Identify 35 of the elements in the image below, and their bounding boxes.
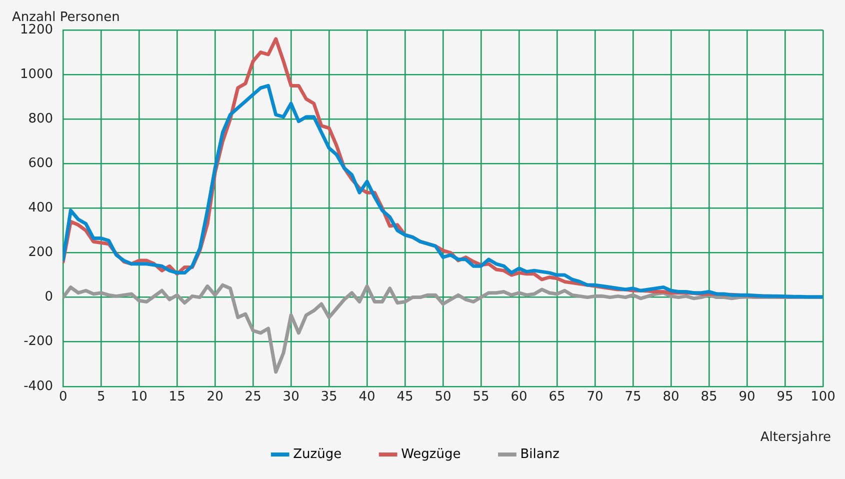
- y-tick-label: 400: [28, 200, 54, 216]
- y-tick-label: 800: [28, 111, 54, 126]
- x-tick-label: 65: [548, 390, 566, 405]
- x-tick-label: 5: [96, 390, 106, 405]
- x-tick-label: 35: [320, 390, 338, 405]
- x-tick-label: 25: [244, 390, 262, 405]
- x-tick-label: 20: [206, 390, 224, 405]
- x-tick-label: 40: [358, 390, 376, 405]
- y-tick-label: -400: [24, 378, 54, 394]
- x-tick-label: 100: [810, 390, 836, 405]
- y-tick-label: -200: [24, 334, 54, 350]
- x-tick-label: 75: [624, 390, 642, 405]
- y-tick-label: 1200: [20, 22, 54, 38]
- y-axis-title: Anzahl Personen: [12, 10, 120, 25]
- x-tick-label: 0: [58, 390, 68, 405]
- x-tick-label: 85: [700, 390, 718, 405]
- x-tick-label: 30: [282, 390, 300, 405]
- x-tick-label: 50: [434, 390, 452, 405]
- x-tick-label: 45: [396, 390, 414, 405]
- legend-label: Bilanz: [520, 446, 560, 462]
- x-tick-label: 95: [776, 390, 794, 405]
- y-tick-label: 0: [44, 290, 54, 305]
- x-axis-title: Altersjahre: [760, 430, 831, 445]
- x-tick-label: 10: [130, 390, 148, 405]
- x-tick-label: 90: [738, 390, 756, 405]
- y-tick-label: 600: [28, 156, 54, 172]
- x-tick-label: 60: [510, 390, 528, 405]
- legend-label: Zuzüge: [293, 446, 342, 462]
- legend-label: Wegzüge: [401, 446, 461, 462]
- x-tick-label: 15: [168, 390, 186, 405]
- y-tick-label: 1000: [20, 66, 54, 82]
- x-tick-label: 70: [586, 390, 604, 405]
- x-tick-label: 80: [662, 390, 680, 405]
- y-tick-label: 200: [28, 245, 54, 260]
- x-tick-label: 55: [472, 390, 490, 405]
